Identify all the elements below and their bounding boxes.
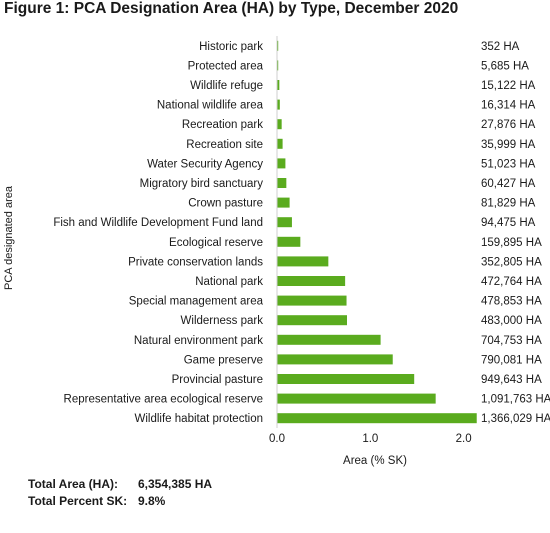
bar xyxy=(277,236,301,247)
category-label: Wilderness park xyxy=(181,315,264,327)
bar xyxy=(277,334,381,345)
data-label: 1,366,029 HA xyxy=(481,413,550,425)
total-percent-label: Total Percent SK: xyxy=(28,494,128,508)
category-label: Provincial pasture xyxy=(172,374,263,386)
category-label: Migratory bird sanctuary xyxy=(140,178,264,190)
bar xyxy=(277,119,282,130)
data-label: 352,805 HA xyxy=(481,256,542,268)
category-label: Water Security Agency xyxy=(147,158,263,170)
category-label: Fish and Wildlife Development Fund land xyxy=(53,217,263,229)
totals-block: Total Area (HA): 6,354,385 HA Total Perc… xyxy=(28,477,212,511)
data-label: 5,685 HA xyxy=(481,60,529,72)
data-label: 94,475 HA xyxy=(481,217,536,229)
data-label: 159,895 HA xyxy=(481,237,542,249)
bar xyxy=(277,374,415,384)
category-label: Protected area xyxy=(188,60,264,72)
bar xyxy=(277,276,346,286)
bar xyxy=(277,256,329,267)
data-label: 472,764 HA xyxy=(481,276,542,288)
data-label: 27,876 HA xyxy=(481,119,536,131)
x-tick-label: 0.0 xyxy=(269,433,285,445)
x-axis-label: Area (% SK) xyxy=(343,455,407,467)
data-label: 35,999 HA xyxy=(481,139,536,151)
data-label: 60,427 HA xyxy=(481,178,536,190)
category-label: Game preserve xyxy=(184,354,263,366)
bar xyxy=(277,217,292,228)
total-percent-value: 9.8% xyxy=(138,494,166,508)
bar xyxy=(277,158,286,169)
category-label: Private conservation lands xyxy=(128,256,263,268)
y-axis-label: PCA designated area xyxy=(3,186,15,290)
data-label: 1,091,763 HA xyxy=(481,394,550,406)
x-tick-label: 2.0 xyxy=(456,433,472,445)
bar xyxy=(277,315,347,326)
category-label: Wildlife refuge xyxy=(190,80,263,92)
bar xyxy=(277,178,287,188)
bar xyxy=(277,80,280,90)
bar xyxy=(277,354,393,365)
category-label: Special management area xyxy=(129,296,264,308)
data-label: 949,643 HA xyxy=(481,374,542,386)
x-tick-label: 1.0 xyxy=(362,433,378,445)
category-label: National park xyxy=(195,276,263,288)
data-label: 478,853 HA xyxy=(481,296,542,308)
chart-title: Figure 1: PCA Designation Area (HA) by T… xyxy=(4,0,459,17)
category-label: Crown pasture xyxy=(188,198,263,210)
category-label: Wildlife habitat protection xyxy=(135,413,263,425)
category-label: Recreation site xyxy=(186,139,263,151)
category-label: Historic park xyxy=(199,41,263,53)
total-area-label: Total Area (HA): xyxy=(28,477,118,491)
total-area-value: 6,354,385 HA xyxy=(138,477,213,491)
bar xyxy=(277,138,283,149)
bar xyxy=(277,197,290,208)
bar-chart: Historic park 352 HA Protected area 5,685 H… xyxy=(53,36,550,467)
data-label: 483,000 HA xyxy=(481,315,542,327)
data-label: 16,314 HA xyxy=(481,100,536,112)
category-label: Ecological reserve xyxy=(169,237,263,249)
data-label: 81,829 HA xyxy=(481,198,536,210)
bar xyxy=(277,393,436,404)
data-label: 704,753 HA xyxy=(481,335,542,347)
bar xyxy=(277,413,477,424)
bar xyxy=(277,99,280,110)
bar xyxy=(277,60,279,71)
data-label: 51,023 HA xyxy=(481,158,536,170)
category-label: Representative area ecological reserve xyxy=(64,394,263,406)
category-label: National wildlife area xyxy=(157,100,264,112)
bar xyxy=(277,295,347,306)
data-label: 790,081 HA xyxy=(481,354,542,366)
category-label: Natural environment park xyxy=(134,335,263,347)
category-label: Recreation park xyxy=(182,119,263,131)
bar xyxy=(277,40,279,51)
data-label: 15,122 HA xyxy=(481,80,536,92)
data-label: 352 HA xyxy=(481,41,520,53)
